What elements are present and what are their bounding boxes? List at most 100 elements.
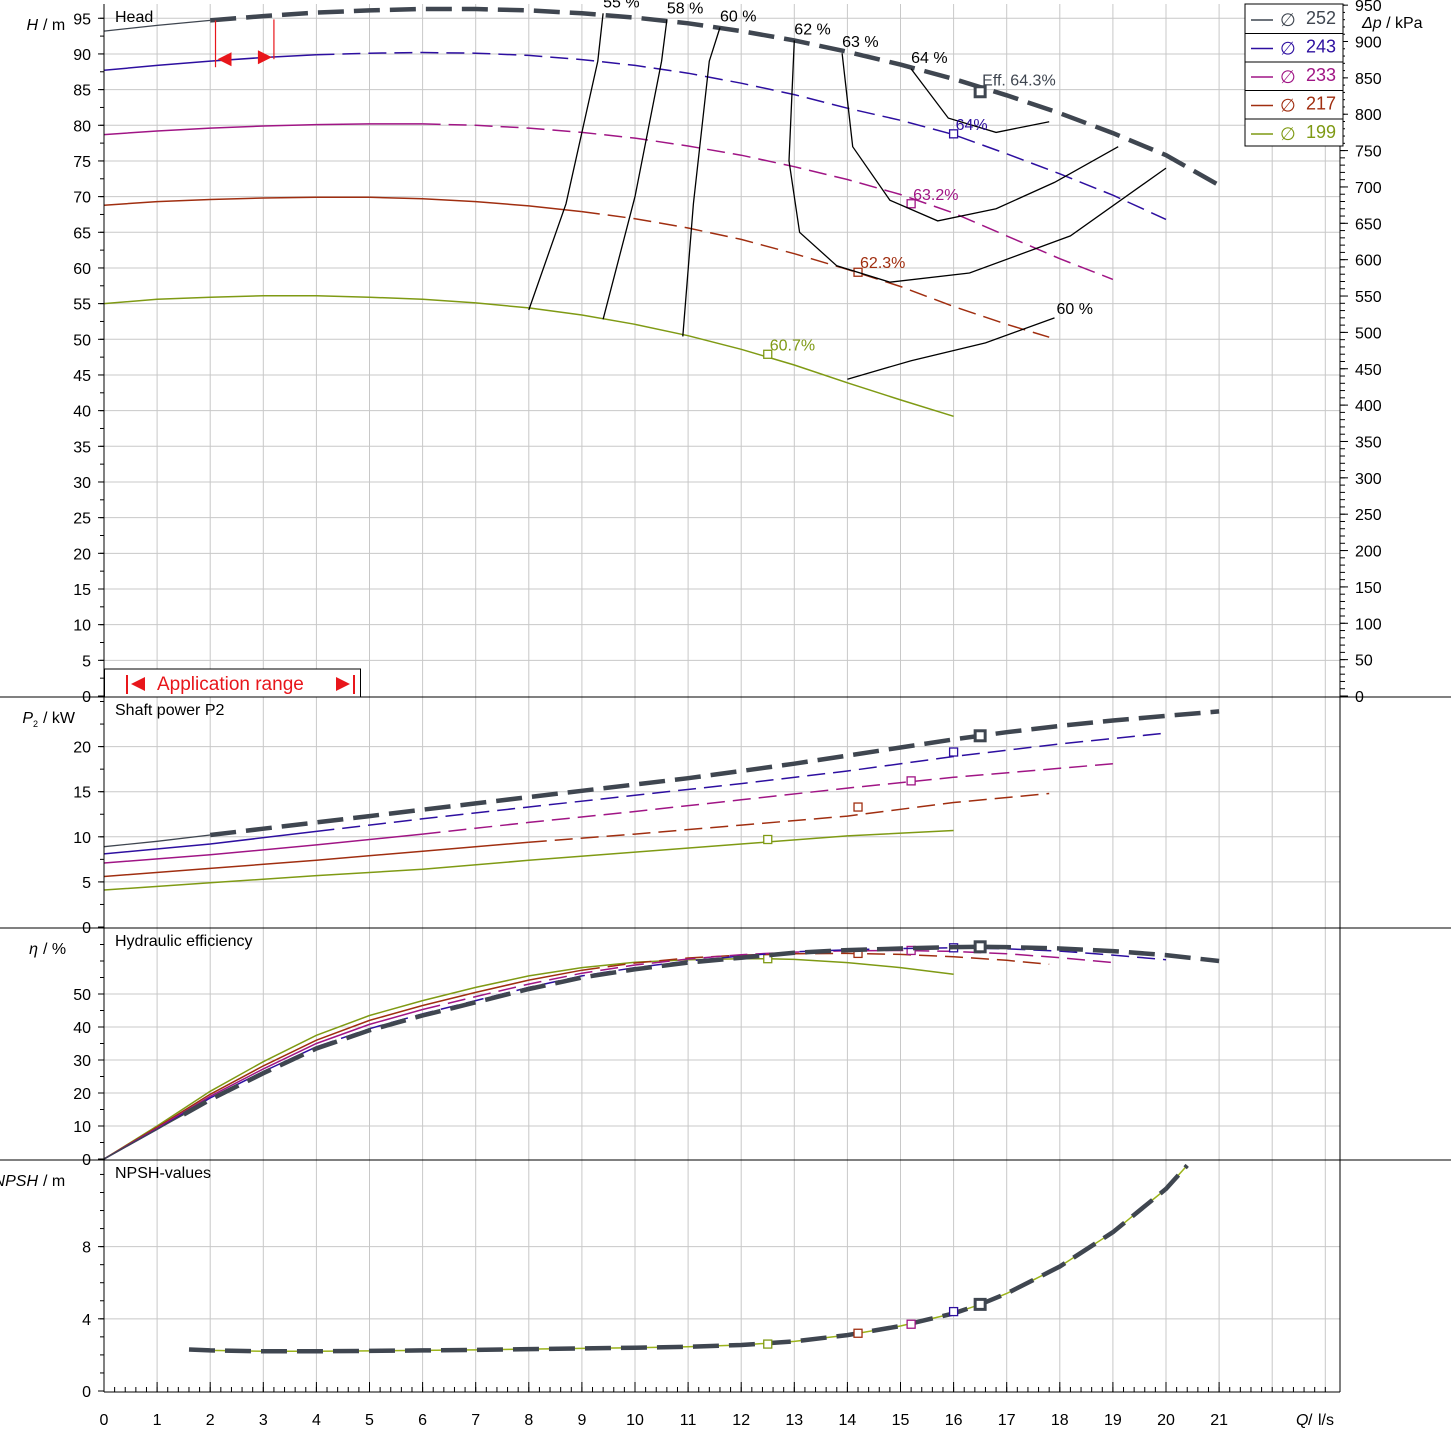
- y-tick-label: 35: [73, 439, 91, 456]
- x-tick-label: 6: [418, 1412, 427, 1429]
- x-tick-label: 5: [365, 1412, 374, 1429]
- y-tick-label: 65: [73, 225, 91, 242]
- bep-marker-252: [973, 729, 987, 743]
- bep-label-217: 62.3%: [860, 255, 905, 272]
- y-tick-label: 85: [73, 83, 91, 100]
- panel-title: Shaft power P2: [115, 702, 225, 719]
- legend-label-252: 252: [1306, 8, 1336, 28]
- y-tick-label: 95: [73, 11, 91, 28]
- y2-tick-label: 550: [1355, 289, 1382, 306]
- application-range-frame: [104, 668, 361, 698]
- bep-marker-217: [853, 1328, 863, 1338]
- legend-label-217: 217: [1306, 94, 1336, 114]
- panel-title: NPSH-values: [115, 1165, 211, 1182]
- y-tick-label: 20: [73, 740, 91, 757]
- y-axis-unit: / kW: [43, 710, 76, 727]
- y-tick-label: 20: [73, 546, 91, 563]
- efficiency-contour-label: 60 %: [720, 9, 756, 26]
- y-tick-label: 10: [73, 618, 91, 635]
- x-tick-label: 11: [680, 1412, 697, 1429]
- legend-label-233: 233: [1306, 65, 1336, 85]
- y-tick-label: 10: [73, 830, 91, 847]
- y2-tick-label: 450: [1355, 362, 1382, 379]
- curve-243-solid: [103, 53, 317, 72]
- y-tick-label: 55: [73, 297, 91, 314]
- y2-tick-label: 200: [1355, 544, 1382, 561]
- bep-marker-233: [906, 945, 916, 956]
- curve-217-solid: [103, 969, 583, 1160]
- y-axis-var: H: [26, 17, 38, 34]
- y-axis-subscript: 2: [33, 719, 38, 729]
- frame-layer: [0, 4, 1451, 1393]
- curve-243-solid: [103, 830, 317, 855]
- y-axis-var: η: [29, 941, 38, 958]
- legend-diameter-symbol: ∅: [1280, 96, 1296, 116]
- x-axis-label-q: Q: [1296, 1412, 1308, 1429]
- y-tick-label: 90: [73, 47, 91, 64]
- bep-marker-243: [948, 747, 959, 757]
- curve-217-dashed: [581, 210, 1050, 338]
- legend-diameter-symbol: ∅: [1280, 10, 1296, 30]
- y2-tick-label: 300: [1355, 471, 1382, 488]
- x-tick-label: 16: [945, 1412, 963, 1429]
- grid-layer: [104, 4, 1340, 1392]
- curve-217-solid: [103, 196, 582, 213]
- efficiency-contour-label: 64 %: [911, 50, 947, 67]
- y2-tick-label: 400: [1355, 398, 1382, 415]
- y2-tick-label: 900: [1355, 35, 1382, 52]
- efficiency-contour: [682, 27, 721, 337]
- y2-tick-label: 50: [1355, 653, 1373, 670]
- y2-tick-label: 350: [1355, 434, 1382, 451]
- efficiency-contour-label: 60 %: [1056, 301, 1092, 318]
- bep-marker-233: [906, 199, 916, 209]
- y-tick-label: 30: [73, 1053, 91, 1070]
- y2-tick-label: 150: [1355, 580, 1382, 597]
- efficiency-contour-label: 58 %: [667, 1, 703, 18]
- bep-marker-199: [763, 1339, 773, 1349]
- x-tick-label: 9: [577, 1412, 586, 1429]
- y-tick-label: 5: [82, 875, 91, 892]
- curve-233-solid: [103, 833, 423, 864]
- application-range-right-arrow: [336, 677, 350, 691]
- efficiency-contour: [841, 53, 1119, 222]
- y-tick-label: 25: [73, 511, 91, 528]
- curve-252-dashed: [209, 709, 1220, 838]
- bep-marker-243: [948, 129, 959, 139]
- curve-233-dashed: [422, 762, 1113, 835]
- x-tick-label: 8: [524, 1412, 533, 1429]
- curve-233-dashed: [422, 949, 1113, 1011]
- x-tick-label: 12: [732, 1412, 750, 1429]
- y-axis-label: H: [26, 17, 38, 34]
- y-tick-label: 50: [73, 987, 91, 1004]
- bep-marker-199: [763, 834, 773, 845]
- y-axis-label: NPSH: [0, 1173, 38, 1190]
- y-axis-label: η: [29, 941, 38, 958]
- efficiency-contour-label: 63 %: [842, 34, 878, 51]
- application-range-left-arrow: [131, 677, 145, 691]
- y-axis-var: P: [22, 710, 33, 727]
- efficiency-contour: [847, 317, 1055, 380]
- bep-marker-233: [906, 1319, 916, 1329]
- efficiency-contour-label: 55 %: [603, 0, 639, 11]
- curve-233-solid: [103, 1008, 423, 1160]
- x-tick-label: 20: [1157, 1412, 1175, 1429]
- y-tick-label: 30: [73, 475, 91, 492]
- y-tick-label: 40: [73, 1020, 91, 1037]
- application-range-label: Application range: [157, 674, 304, 695]
- y2-tick-label: 100: [1355, 616, 1382, 633]
- legend-label-199: 199: [1306, 122, 1336, 142]
- y-tick-label: 40: [73, 404, 91, 421]
- efficiency-contour-label: 62 %: [794, 21, 830, 38]
- y-tick-label: 80: [73, 118, 91, 135]
- curve-217-dashed: [528, 792, 1050, 843]
- curve-252-dashed: [210, 6, 1221, 188]
- operating-range-right-arrow: [257, 50, 272, 65]
- efficiency-contour: [910, 68, 1050, 134]
- y2-tick-label: 0: [1355, 689, 1364, 706]
- curve-243-dashed: [316, 732, 1167, 833]
- y2-tick-label: 500: [1355, 325, 1382, 342]
- x-tick-label: 19: [1104, 1412, 1122, 1429]
- curve-243-dashed: [316, 51, 1167, 221]
